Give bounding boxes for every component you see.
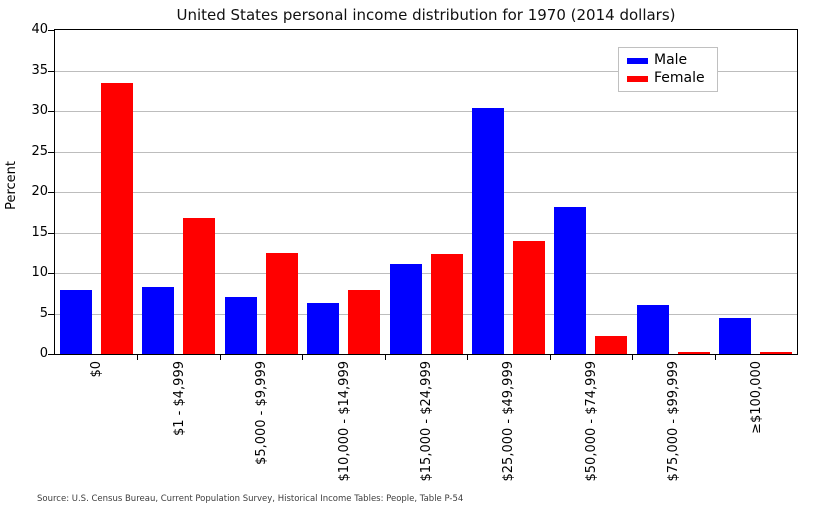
chart-title: United States personal income distributi…	[176, 6, 676, 24]
x-tick-mark-4	[385, 355, 386, 360]
x-tick-label-text: $25,000 - $49,999	[500, 361, 516, 482]
gridline-5	[55, 314, 797, 315]
legend: Male Female	[618, 47, 718, 92]
gridline-10	[55, 273, 797, 274]
x-tick-label-text: $15,000 - $24,999	[418, 361, 434, 482]
bar-male-3	[307, 303, 339, 354]
legend-item-female: Female	[627, 70, 705, 87]
x-tick-mark-6	[550, 355, 551, 360]
gridline-30	[55, 111, 797, 112]
bar-female-0	[101, 83, 133, 354]
bar-female-2	[266, 253, 298, 354]
bar-female-6	[595, 336, 627, 354]
x-tick-mark-3	[302, 355, 303, 360]
y-tick-label-25: 25	[31, 144, 48, 159]
gridline-35	[55, 71, 797, 72]
legend-label-female: Female	[654, 70, 705, 86]
bar-male-6	[554, 207, 586, 354]
gridline-25	[55, 152, 797, 153]
y-tick-mark-30	[48, 111, 54, 112]
bar-female-1	[183, 218, 215, 354]
x-tick-mark-2	[220, 355, 221, 360]
bar-male-5	[472, 108, 504, 354]
y-tick-mark-25	[48, 152, 54, 153]
y-tick-mark-0	[48, 354, 54, 355]
x-tick-mark-1	[137, 355, 138, 360]
bar-male-0	[60, 290, 92, 354]
y-tick-label-0: 0	[39, 346, 48, 361]
x-tick-label-text: $1 - $4,999	[171, 361, 187, 436]
y-tick-mark-10	[48, 273, 54, 274]
x-tick-mark-5	[467, 355, 468, 360]
bar-female-8	[760, 352, 792, 354]
y-tick-label-35: 35	[31, 63, 48, 78]
x-tick-label-text: ≥$100,000	[748, 361, 764, 434]
y-tick-mark-40	[48, 30, 54, 31]
x-tick-label-text: $75,000 - $99,999	[665, 361, 681, 482]
gridline-20	[55, 192, 797, 193]
male-swatch	[627, 57, 648, 64]
bar-male-7	[637, 305, 669, 354]
female-swatch	[627, 75, 648, 82]
x-tick-label-text: $50,000 - $74,999	[583, 361, 599, 482]
bar-male-2	[225, 297, 257, 354]
x-tick-mark-8	[715, 355, 716, 360]
bar-male-1	[142, 287, 174, 354]
y-tick-label-10: 10	[31, 265, 48, 280]
bar-female-3	[348, 290, 380, 354]
y-tick-mark-35	[48, 71, 54, 72]
bar-female-7	[678, 352, 710, 354]
legend-label-male: Male	[654, 52, 688, 68]
y-tick-label-40: 40	[31, 22, 48, 37]
x-tick-label-text: $0	[88, 361, 104, 378]
y-tick-label-20: 20	[31, 184, 48, 199]
bar-female-4	[431, 254, 463, 354]
legend-item-male: Male	[627, 52, 705, 69]
y-tick-label-15: 15	[31, 225, 48, 240]
y-tick-label-5: 5	[39, 306, 48, 321]
y-tick-mark-15	[48, 233, 54, 234]
x-tick-mark-7	[632, 355, 633, 360]
y-tick-mark-20	[48, 192, 54, 193]
y-tick-label-30: 30	[31, 103, 48, 118]
x-tick-label-text: $5,000 - $9,999	[253, 361, 269, 465]
gridline-15	[55, 233, 797, 234]
y-tick-mark-5	[48, 314, 54, 315]
source-note: Source: U.S. Census Bureau, Current Popu…	[37, 494, 464, 504]
bar-male-4	[390, 264, 422, 354]
bar-male-8	[719, 318, 751, 354]
bar-female-5	[513, 241, 545, 354]
x-tick-label-text: $10,000 - $14,999	[336, 361, 352, 482]
